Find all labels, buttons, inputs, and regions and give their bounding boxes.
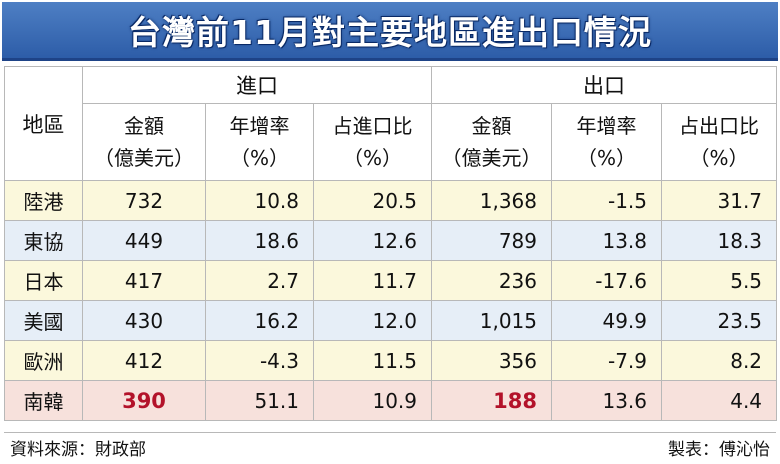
export-share-cell: 8.2	[661, 340, 778, 381]
import-growth-cell: 10.8	[205, 180, 314, 221]
region-cell: 歐洲	[4, 340, 83, 381]
import-amount-cell: 732	[82, 180, 206, 221]
export-growth-cell: 13.6	[551, 380, 663, 421]
export-amount-cell: 1,015	[431, 300, 553, 341]
trade-table: 地區 進口 出口 金額 （億美元） 年增率 （%） 占進口比 （%） 金額 （億…	[4, 66, 778, 421]
region-cell: 南韓	[4, 380, 83, 421]
table-row: 歐洲 412 -4.3 11.5 356 -7.9 8.2	[4, 340, 778, 381]
table-row-highlight: 南韓 390 51.1 10.9 188 13.6 4.4	[4, 380, 778, 421]
col-group-import: 進口	[81, 66, 433, 104]
import-amount-cell: 417	[82, 260, 206, 301]
col-header-import-amount: 金額 （億美元）	[82, 103, 206, 181]
region-cell: 美國	[4, 300, 83, 341]
import-amount-cell: 390	[82, 380, 206, 421]
import-share-cell: 12.0	[312, 300, 433, 341]
export-growth-cell: 13.8	[551, 220, 663, 261]
page-title: 台灣前11月對主要地區進出口情況	[2, 2, 778, 61]
export-amount-cell: 789	[431, 220, 553, 261]
import-growth-cell: 51.1	[205, 380, 314, 421]
export-growth-cell: 49.9	[551, 300, 663, 341]
header-row-group: 地區 進口 出口	[4, 66, 778, 181]
export-amount-cell: 1,368	[431, 180, 553, 221]
export-amount-cell: 356	[431, 340, 553, 381]
export-share-cell: 4.4	[661, 380, 778, 421]
source-note: 資料來源：財政部	[10, 439, 146, 460]
import-growth-cell: 18.6	[205, 220, 314, 261]
col-group-export: 出口	[431, 66, 778, 104]
export-growth-cell: -7.9	[551, 340, 663, 381]
import-share-cell: 11.7	[312, 260, 433, 301]
table-row: 日本 417 2.7 11.7 236 -17.6 5.5	[4, 260, 778, 301]
import-growth-cell: 16.2	[205, 300, 314, 341]
credit-note: 製表：傅沁怡	[668, 439, 770, 460]
import-share-cell: 11.5	[312, 340, 433, 381]
import-amount-cell: 449	[82, 220, 206, 261]
import-amount-cell: 430	[82, 300, 206, 341]
export-share-cell: 5.5	[661, 260, 778, 301]
col-header-export-amount: 金額 （億美元）	[431, 103, 553, 181]
import-growth-cell: -4.3	[205, 340, 314, 381]
table-row: 美國 430 16.2 12.0 1,015 49.9 23.5	[4, 300, 778, 341]
export-share-cell: 18.3	[661, 220, 778, 261]
region-cell: 日本	[4, 260, 83, 301]
export-share-cell: 23.5	[661, 300, 778, 341]
import-growth-cell: 2.7	[205, 260, 314, 301]
col-header-import-share: 占進口比 （%）	[312, 103, 433, 181]
import-share-cell: 12.6	[312, 220, 433, 261]
col-header-region: 地區	[4, 66, 83, 181]
header-row-columns: 金額 （億美元） 年增率 （%） 占進口比 （%） 金額 （億美元） 年增率 （…	[5, 103, 778, 181]
export-growth-cell: -1.5	[551, 180, 663, 221]
import-amount-cell: 412	[82, 340, 206, 381]
export-amount-cell: 236	[431, 260, 553, 301]
col-header-export-growth: 年增率 （%）	[551, 103, 663, 181]
col-header-import-growth: 年增率 （%）	[205, 103, 314, 181]
export-amount-cell: 188	[431, 380, 553, 421]
export-share-cell: 31.7	[661, 180, 778, 221]
import-share-cell: 10.9	[312, 380, 433, 421]
export-growth-cell: -17.6	[551, 260, 663, 301]
table-row: 東協 449 18.6 12.6 789 13.8 18.3	[4, 220, 778, 261]
import-share-cell: 20.5	[312, 180, 433, 221]
table-row: 陸港 732 10.8 20.5 1,368 -1.5 31.7	[4, 180, 778, 221]
region-cell: 陸港	[4, 180, 83, 221]
region-cell: 東協	[4, 220, 83, 261]
footer: 資料來源：財政部 製表：傅沁怡	[4, 432, 776, 461]
col-header-export-share: 占出口比 （%）	[661, 103, 778, 181]
